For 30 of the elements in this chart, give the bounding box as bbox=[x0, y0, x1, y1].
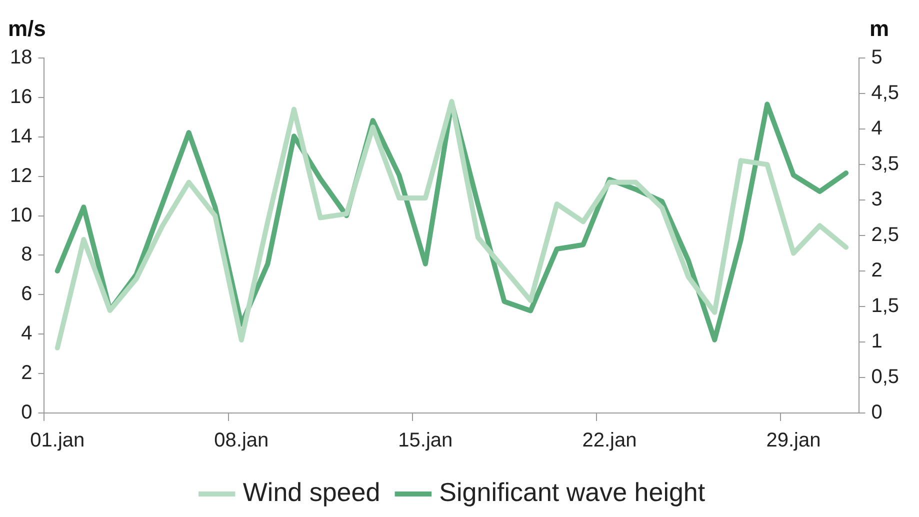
y2-tick-label: 3,5 bbox=[871, 153, 900, 176]
y-axis-title: m/s bbox=[8, 16, 46, 41]
y2-axis-title: m bbox=[869, 16, 889, 41]
y-tick-label: 6 bbox=[21, 283, 32, 306]
y2-tick-label: 0,5 bbox=[871, 366, 900, 388]
y2-tick-label: 1 bbox=[871, 330, 882, 353]
legend-label: Significant wave height bbox=[439, 477, 706, 508]
y-tick-label: 14 bbox=[10, 125, 32, 148]
y-tick-label: 2 bbox=[21, 362, 32, 384]
y2-tick-label: 0 bbox=[871, 402, 882, 424]
y-tick-label: 12 bbox=[10, 164, 32, 187]
y-tick-label: 18 bbox=[10, 46, 32, 69]
y-tick-label: 0 bbox=[21, 402, 32, 424]
x-tick-label: 15.jan bbox=[398, 430, 453, 452]
x-tick-label: 29.jan bbox=[766, 430, 821, 452]
y2-tick-label: 3 bbox=[871, 188, 882, 211]
legend-label: Wind speed bbox=[242, 477, 380, 508]
y2-tick-label: 4 bbox=[871, 118, 882, 140]
x-tick-label: 08.jan bbox=[214, 430, 269, 452]
y2-tick-label: 2 bbox=[871, 260, 882, 282]
x-tick-label: 22.jan bbox=[582, 430, 637, 452]
y-tick-label: 10 bbox=[10, 204, 32, 226]
y-tick-label: 8 bbox=[21, 244, 32, 266]
y2-tick-label: 5 bbox=[871, 46, 882, 69]
x-tick-label: 01.jan bbox=[30, 430, 85, 452]
y-tick-label: 16 bbox=[10, 86, 32, 108]
y2-tick-label: 4,5 bbox=[871, 82, 900, 104]
y2-tick-label: 1,5 bbox=[871, 295, 900, 318]
y2-tick-label: 2,5 bbox=[871, 224, 900, 246]
y-tick-label: 4 bbox=[21, 322, 32, 345]
